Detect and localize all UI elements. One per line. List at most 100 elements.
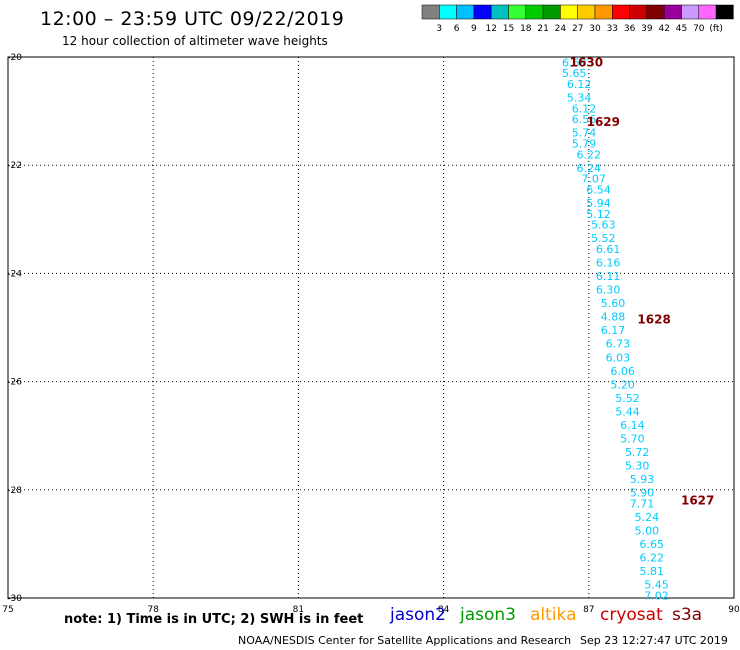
plot-frame xyxy=(7,56,735,599)
data-labels: 6.685.656.125.346.126.565.745.796.226.24… xyxy=(562,56,669,602)
x-tick-label: 87 xyxy=(583,605,594,615)
wave-height-label: 5.20 xyxy=(610,378,635,391)
wave-height-label: 5.30 xyxy=(625,459,650,472)
x-tick-label: 84 xyxy=(438,605,450,615)
scale-label: 33 xyxy=(607,24,618,34)
wave-height-label: 5.93 xyxy=(630,473,655,486)
wave-height-label: 6.12 xyxy=(572,102,597,115)
scale-swatch xyxy=(490,4,509,20)
x-tick-label: 78 xyxy=(147,605,159,615)
wave-height-label: 5.94 xyxy=(586,197,611,210)
wave-height-label: 6.68 xyxy=(562,56,587,69)
wave-height-label: 7.07 xyxy=(581,173,606,186)
wave-height-label: 6.11 xyxy=(596,270,621,283)
wave-height-label: 5.74 xyxy=(572,127,597,140)
scale-swatch xyxy=(473,4,492,20)
page-title: 12:00 – 23:59 UTC 09/22/2019 xyxy=(40,8,345,30)
y-tick-label: -24 xyxy=(7,269,22,279)
wave-height-label: 5.45 xyxy=(644,578,669,591)
scale-swatch xyxy=(542,4,561,20)
scale-label: 42 xyxy=(658,24,669,34)
scale-swatch xyxy=(646,4,665,20)
scale-swatch xyxy=(612,4,630,20)
time-annotation: 1629 xyxy=(587,115,620,129)
wave-height-label: 5.70 xyxy=(620,432,645,445)
wave-height-label: 5.12 xyxy=(586,208,611,221)
wave-height-label: 5.81 xyxy=(639,565,664,578)
wave-height-label: 6.22 xyxy=(639,551,664,564)
scale-swatch xyxy=(663,4,682,20)
wave-height-label: 6.12 xyxy=(567,78,592,91)
y-tick-label: -20 xyxy=(7,53,22,63)
wave-height-label: 5.63 xyxy=(591,219,616,232)
scale-label: 70 xyxy=(693,24,705,34)
scale-label: (ft) xyxy=(709,24,723,34)
time-annotation: 1628 xyxy=(637,312,670,326)
time-annotation: 1627 xyxy=(681,494,714,508)
scale-swatch xyxy=(525,4,544,20)
x-tick-label: 75 xyxy=(2,605,13,615)
wave-height-label: 5.44 xyxy=(615,405,640,418)
scale-swatch xyxy=(594,4,613,20)
wave-height-label: 6.61 xyxy=(596,243,621,256)
wave-height-label: 6.17 xyxy=(601,324,626,337)
wave-height-label: 7.71 xyxy=(630,497,655,510)
wave-height-label: 5.34 xyxy=(567,92,592,105)
scale-label: 21 xyxy=(537,24,548,34)
sat-label-jason3: jason3 xyxy=(460,605,516,625)
scale-swatch xyxy=(560,4,578,20)
wave-height-label: 6.30 xyxy=(596,284,621,297)
scale-label: 36 xyxy=(624,24,636,34)
scale-swatch xyxy=(629,4,648,20)
scale-label: 6 xyxy=(454,24,460,34)
wave-height-label: 5.52 xyxy=(591,232,616,245)
wave-height-label: 6.65 xyxy=(639,538,664,551)
wave-height-label: 5.52 xyxy=(615,392,640,405)
scale-label: 30 xyxy=(589,24,601,34)
scale-swatch xyxy=(439,4,457,20)
wave-height-label: 6.73 xyxy=(606,338,631,351)
scale-label: 39 xyxy=(641,24,653,34)
scale-swatch xyxy=(698,4,717,20)
wave-height-label: 6.06 xyxy=(610,365,635,378)
sat-label-cryosat: cryosat xyxy=(600,605,663,625)
sat-label-jason2: jason2 xyxy=(390,605,446,625)
scale-label: 3 xyxy=(436,24,442,34)
wave-height-label: 6.24 xyxy=(577,162,602,175)
x-tick-label: 81 xyxy=(293,605,304,615)
sat-label-s3a: s3a xyxy=(672,605,703,625)
grid-lines xyxy=(8,57,734,598)
scale-label: 15 xyxy=(503,24,514,34)
wave-height-label: 5.79 xyxy=(572,138,597,151)
scale-label: 9 xyxy=(471,24,477,34)
wave-height-label: 5.00 xyxy=(635,524,660,537)
footer-note: note: 1) Time is in UTC; 2) SWH is in fe… xyxy=(64,612,364,627)
scale-swatch xyxy=(421,4,440,20)
credit-line: NOAA/NESDIS Center for Satellite Applica… xyxy=(238,634,572,647)
y-tick-label: -28 xyxy=(7,486,22,496)
scale-label: 27 xyxy=(572,24,583,34)
wave-height-label: 5.90 xyxy=(630,487,655,500)
wave-height-label: 6.56 xyxy=(572,113,597,126)
y-tick-label: -22 xyxy=(7,161,22,171)
wave-height-label: 6.54 xyxy=(586,184,611,197)
wave-height-label: 6.14 xyxy=(620,419,645,432)
y-tick-label: -26 xyxy=(7,378,22,388)
scale-label: 45 xyxy=(676,24,687,34)
scale-swatch xyxy=(681,4,700,20)
sat-label-altika: altika xyxy=(530,605,577,625)
scale-swatch xyxy=(508,4,527,20)
generated-timestamp: Sep 23 12:27:47 UTC 2019 xyxy=(580,634,728,647)
y-tick-label: -30 xyxy=(7,594,22,604)
scale-label: 12 xyxy=(485,24,496,34)
scale-swatch xyxy=(456,4,475,20)
scale-label: 18 xyxy=(520,24,532,34)
wave-height-label: 5.72 xyxy=(625,446,650,459)
scale-swatch xyxy=(577,4,596,20)
axis-ticks: 75 78 81 84 87 90 -20 -22 -24 -26 -28 -30 xyxy=(2,53,740,615)
scale-label: 24 xyxy=(555,24,567,34)
time-annotations: 1630 1629 1628 1627 xyxy=(570,55,715,507)
page-subtitle: 12 hour collection of altimeter wave hei… xyxy=(62,34,328,48)
time-annotation: 1630 xyxy=(570,55,603,69)
